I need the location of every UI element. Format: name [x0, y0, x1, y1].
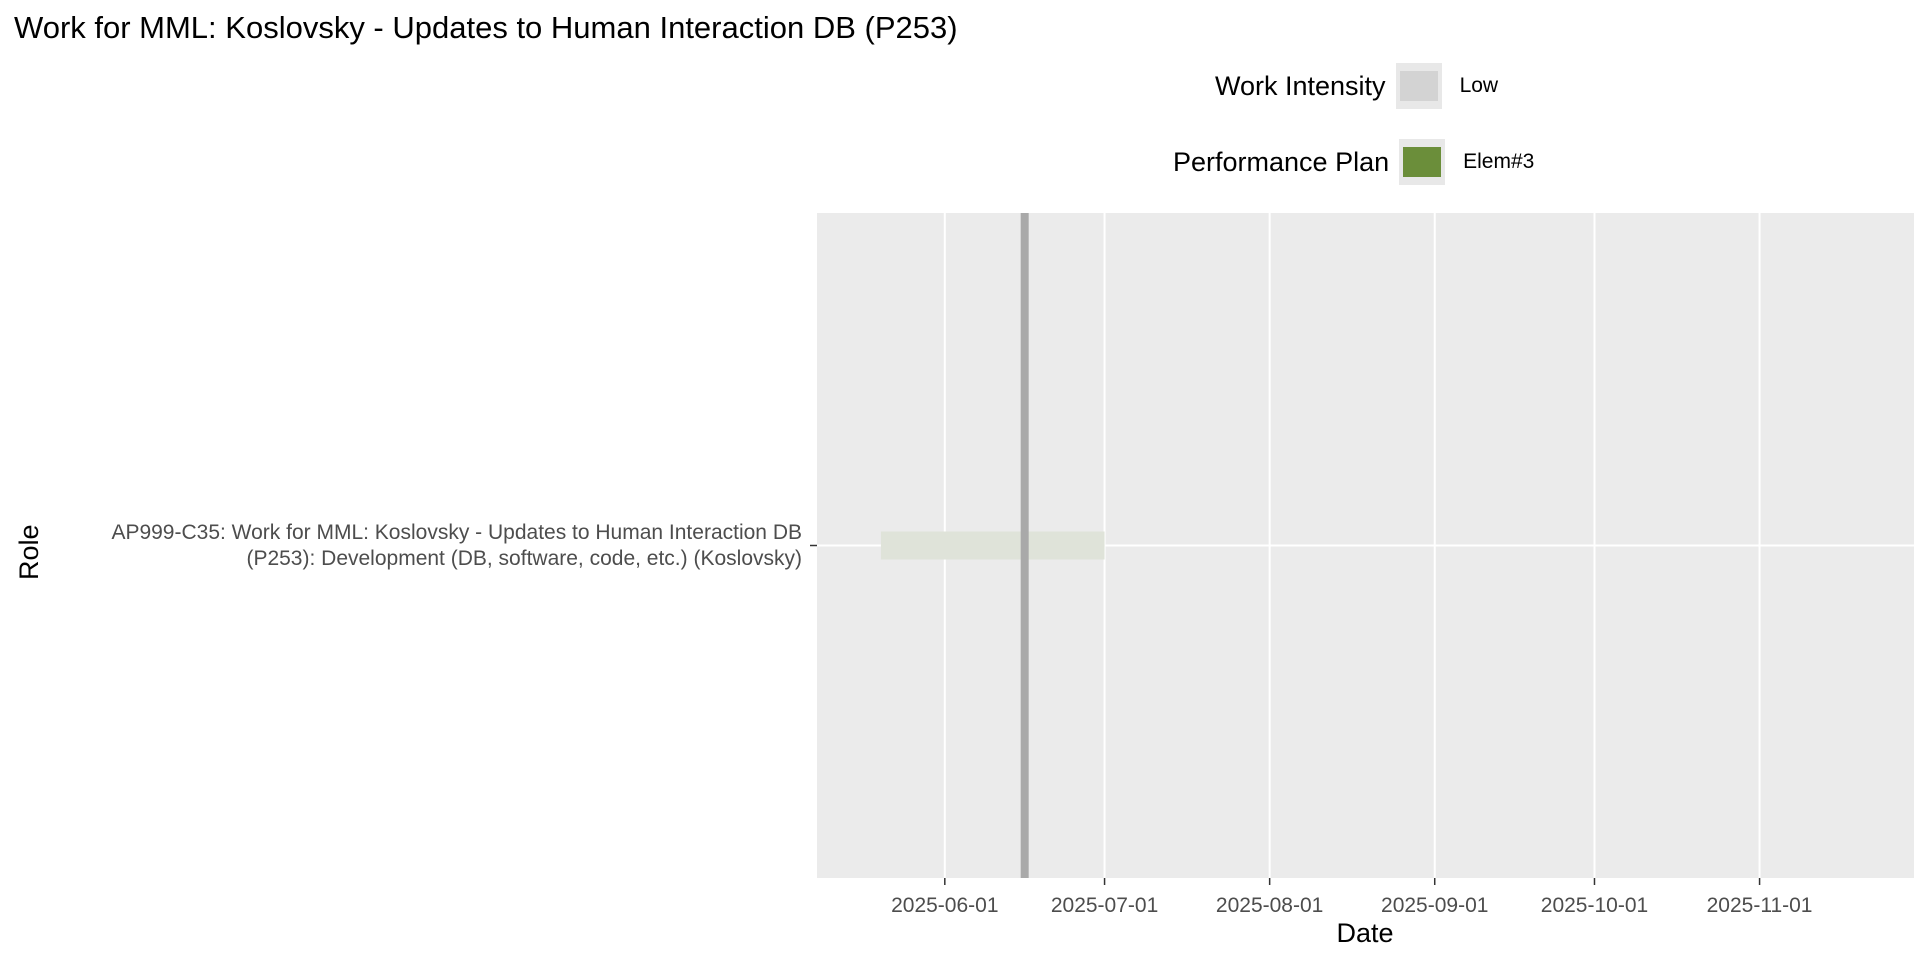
x-tick-label: 2025-11-01 [1707, 894, 1813, 917]
chart-title: Work for MML: Koslovsky - Updates to Hum… [14, 10, 958, 45]
y-category-label: AP999-C35: Work for MML: Koslovsky - Upd… [111, 520, 802, 572]
task-bar [880, 531, 1105, 560]
legend-label-low: Low [1459, 74, 1499, 97]
performance-plan-marker [1020, 213, 1029, 878]
legend-swatch-low [1399, 71, 1438, 101]
legend-label-elem3: Elem#3 [1463, 150, 1535, 173]
legend-title-performance-plan: Performance Plan [1173, 146, 1390, 177]
x-tick-label: 2025-07-01 [1051, 894, 1158, 917]
legend-key-work-intensity [1395, 63, 1442, 109]
y-category-label-line: AP999-C35: Work for MML: Koslovsky - Upd… [111, 521, 802, 544]
x-tick-label: 2025-10-01 [1541, 894, 1648, 917]
legend-performance-plan: Performance Plan Elem#3 [1173, 139, 1534, 185]
x-tick-label: 2025-06-01 [891, 894, 998, 917]
legend-title-work-intensity: Work Intensity [1215, 70, 1386, 101]
x-tick-label: 2025-08-01 [1216, 894, 1323, 917]
y-category-label-line: (P253): Development (DB, software, code,… [246, 547, 802, 570]
x-tick-label: 2025-09-01 [1381, 894, 1488, 917]
legend-swatch-elem3 [1403, 147, 1442, 177]
legend-key-performance-plan [1399, 139, 1446, 185]
legend-work-intensity: Work Intensity Low [1215, 63, 1498, 109]
x-axis-label: Date [1336, 918, 1394, 948]
